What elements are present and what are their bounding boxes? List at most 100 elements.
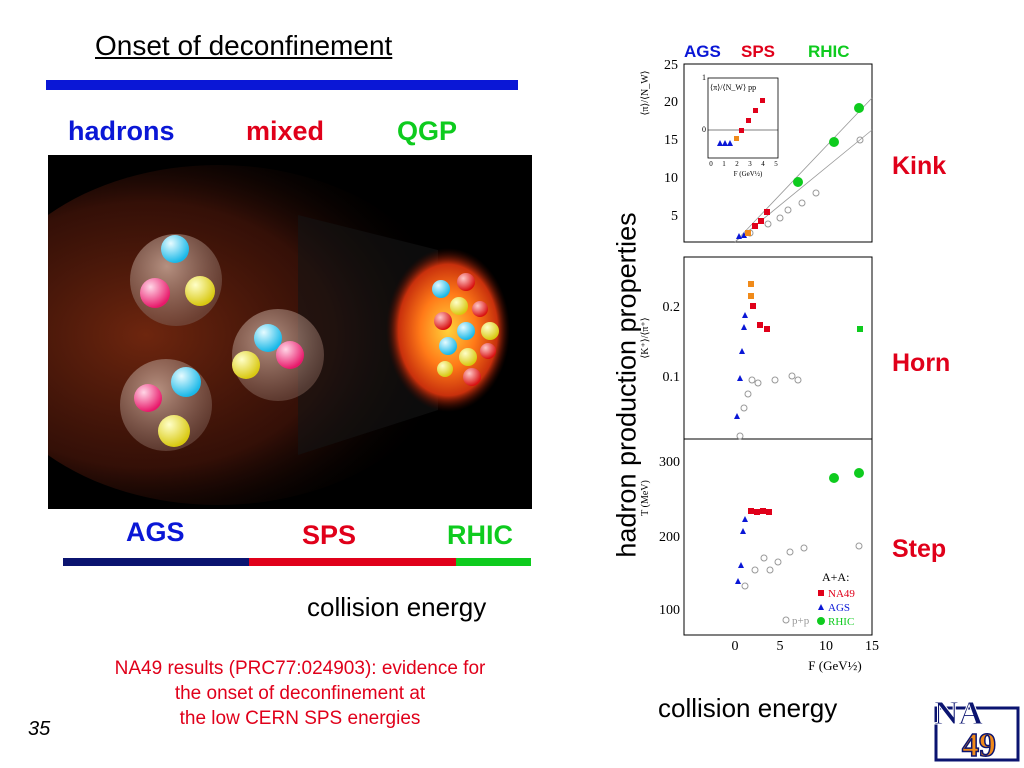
- panel-header-rhic: RHIC: [808, 42, 850, 61]
- kink-rhic-point: [793, 177, 803, 187]
- kink-pp-point: [812, 189, 820, 197]
- horn-na49-point: [748, 293, 754, 299]
- top-blue-bar: [46, 80, 518, 90]
- results-text: NA49 results (PRC77:024903): evidence fo…: [60, 656, 540, 731]
- energy-label-sps: SPS: [302, 520, 357, 550]
- slide-number: 35: [28, 718, 51, 740]
- energy-label-ags: AGS: [126, 517, 185, 547]
- legend-na49-marker: [818, 590, 824, 596]
- kink-na49-point: [752, 223, 758, 229]
- kink-ags-point: [741, 232, 747, 238]
- kink-pp-point: [856, 136, 864, 144]
- step-pp-point: [855, 542, 863, 550]
- step-na49-point: [760, 508, 766, 514]
- kink-inset-x-tick: 4: [761, 160, 765, 168]
- kink-inset-y-label: ⟨π⟩/⟨N_W⟩ pp: [710, 83, 756, 92]
- horn-pp-point: [744, 390, 752, 398]
- step-pp-point: [786, 548, 794, 556]
- panel-header-ags: AGS: [684, 42, 721, 61]
- kink-y-tick: 10: [664, 171, 678, 186]
- kink-na49-point: [745, 230, 751, 236]
- step-x-label: F (GeV½): [808, 658, 861, 673]
- slide-title: Onset of deconfinement: [95, 30, 393, 61]
- energy-bar-ags: [63, 558, 249, 566]
- kink-pp-point: [764, 220, 772, 228]
- y-axis-label-text: hadron production properties: [611, 212, 642, 558]
- kink-y-label: ⟨π⟩/⟨N_W⟩: [640, 70, 651, 115]
- step-ags-point: [738, 562, 744, 568]
- step-ags-point: [735, 578, 741, 584]
- step-rhic-point: [829, 473, 839, 483]
- horn-ags-point: [737, 375, 743, 381]
- horn-frame: [683, 256, 873, 440]
- legend-ags-label: AGS: [828, 602, 850, 614]
- step-na49-point: [766, 509, 772, 515]
- step-frame: [683, 438, 873, 636]
- step-x-tick: 10: [819, 639, 833, 654]
- kink-inset-x-tick: 1: [722, 160, 726, 168]
- plots-svg: ⟨π⟩/⟨N_W⟩ 25 20 15 10 5 ⟨π⟩/⟨N_W⟩ pp 1 0…: [640, 58, 879, 673]
- step-y-tick: 300: [659, 455, 680, 470]
- kink-inset-na49-point: [739, 128, 744, 133]
- kink-inset-x-tick: 0: [709, 160, 713, 168]
- collision-energy-right: collision energy: [658, 693, 838, 723]
- kink-pp-point: [798, 199, 806, 207]
- phase-hadrons: hadrons: [68, 116, 175, 146]
- kink-ags-point: [736, 233, 742, 239]
- kink-na49-point: [758, 218, 764, 224]
- kink-inset-na49-point: [760, 98, 765, 103]
- kink-inset-na49-point: [734, 136, 739, 141]
- step-rhic-point: [854, 468, 864, 478]
- horn-pp-point: [736, 432, 744, 440]
- kink-fit-line: [734, 97, 873, 243]
- kink-pp-point: [776, 214, 784, 222]
- kink-rhic-point: [829, 137, 839, 147]
- horn-pp-point: [754, 379, 762, 387]
- horn-y-label: ⟨K⁺⟩/⟨π⁺⟩: [640, 317, 651, 358]
- step-na49-point: [754, 509, 760, 515]
- feature-step: Step: [892, 535, 947, 563]
- results-line-3: the low CERN SPS energies: [179, 708, 421, 729]
- horn-pp-point: [771, 376, 779, 384]
- step-x-tick: 15: [865, 639, 879, 654]
- kink-inset-x-tick: 3: [748, 160, 752, 168]
- horn-y-tick: 0.1: [663, 370, 681, 385]
- kink-inset-x-tick: 5: [774, 160, 778, 168]
- energy-label-rhic: RHIC: [447, 520, 513, 550]
- svg-text:49: 49: [962, 727, 996, 762]
- kink-y-tick: 5: [671, 209, 678, 224]
- step-ags-point: [740, 528, 746, 534]
- energy-bar-sps: [249, 558, 456, 566]
- y-axis-label: hadron production properties: [612, 190, 642, 580]
- kink-pp-point: [784, 206, 792, 214]
- kink-inset-ags-point: [727, 140, 733, 146]
- kink-inset-na49-point: [753, 108, 758, 113]
- step-pp-point: [774, 558, 782, 566]
- horn-ags-point: [741, 324, 747, 330]
- horn-ags-point: [742, 312, 748, 318]
- kink-frame: [683, 63, 873, 243]
- illustration-graphic: [0, 155, 532, 509]
- legend-ags-marker: [818, 604, 824, 610]
- na49-logo: NA 49: [932, 690, 1020, 765]
- step-pp-point: [741, 582, 749, 590]
- energy-bar-rhic: [456, 558, 531, 566]
- horn-pp-point: [794, 376, 802, 384]
- step-pp-point: [800, 544, 808, 552]
- collision-energy-left: collision energy: [307, 592, 487, 622]
- step-ags-point: [742, 516, 748, 522]
- step-na49-point: [748, 508, 754, 514]
- kink-inset-y-tick: 0: [702, 125, 706, 134]
- horn-na49-point: [748, 281, 754, 287]
- legend-rhic-label: RHIC: [828, 616, 854, 628]
- legend-na49-label: NA49: [828, 588, 855, 600]
- horn-na49-point: [764, 326, 770, 332]
- phase-qgp: QGP: [397, 116, 458, 146]
- na49-logo-graphic: NA 49: [934, 695, 1020, 765]
- step-x-tick: 5: [777, 639, 784, 654]
- horn-pp-point: [748, 376, 756, 384]
- horn-na49-point: [757, 322, 763, 328]
- horn-y-tick: 0.2: [663, 300, 681, 315]
- step-y-label: T (MeV): [640, 480, 651, 516]
- step-legend-header: A+A:: [822, 570, 849, 584]
